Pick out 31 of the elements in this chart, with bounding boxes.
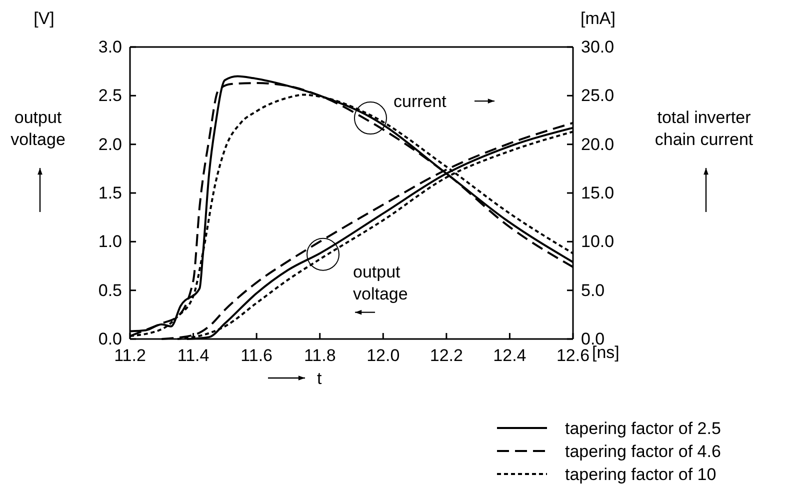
y-tick-label: 2.5 xyxy=(98,86,122,106)
y-axis-title: output voltage xyxy=(10,108,66,149)
y2-tick-label: 20.0 xyxy=(581,134,614,154)
y-tick-label: 1.5 xyxy=(98,183,122,202)
x-tick-label: 11.8 xyxy=(304,346,336,366)
x-tick-label: 12.6 xyxy=(556,346,590,366)
x-tick-label: 11.6 xyxy=(240,346,272,366)
y-tick-label: 1.0 xyxy=(98,232,122,252)
text: [V] xyxy=(34,9,54,28)
x-tick-label: 11.4 xyxy=(177,346,210,366)
legend-label: tapering factor of 4.6 xyxy=(565,442,721,461)
y2-tick-label: 15.0 xyxy=(581,183,614,202)
y2-tick-label: 25.0 xyxy=(581,86,614,106)
y-tick-label: 3.0 xyxy=(98,37,122,56)
y-tick-label: 2.0 xyxy=(98,134,122,154)
y-tick-label: 0.0 xyxy=(98,329,122,348)
annotation: output voltage xyxy=(353,262,408,304)
annotation: current xyxy=(393,92,447,112)
x-tick-label: 11.2 xyxy=(114,346,146,366)
x-tick-label: 12.0 xyxy=(366,346,400,366)
legend-label: tapering factor of 10 xyxy=(565,465,716,484)
legend-label: tapering factor of 2.5 xyxy=(565,419,721,438)
y2-tick-label: 10.0 xyxy=(581,232,614,252)
y2-tick-label: 5.0 xyxy=(581,280,605,300)
y2-tick-label: 30.0 xyxy=(581,37,614,56)
y2-axis-title: total inverter chain current xyxy=(654,108,754,149)
text: [mA] xyxy=(580,9,616,28)
x-tick-label: 12.4 xyxy=(493,346,526,366)
x-tick-label: 12.2 xyxy=(430,346,463,366)
y-tick-label: 0.5 xyxy=(98,280,122,300)
x-axis-title: t xyxy=(317,369,322,388)
